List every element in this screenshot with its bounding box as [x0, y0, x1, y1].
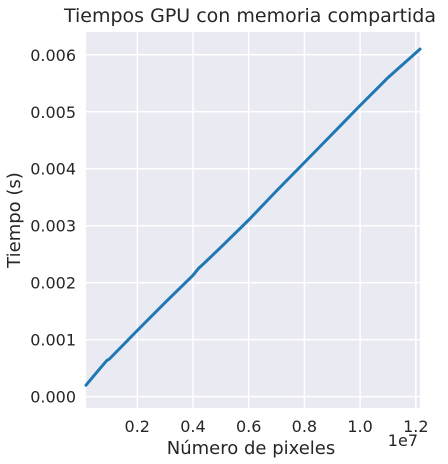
- y-tick-label: 0.000: [30, 388, 76, 407]
- x-tick-label: 0.2: [125, 417, 150, 436]
- y-tick-label: 0.005: [30, 103, 76, 122]
- y-axis: 0.000 0.001 0.002 0.003 0.004 0.005 0.006: [30, 46, 76, 407]
- y-axis-label: Tiempo (s): [4, 172, 25, 269]
- y-tick-label: 0.002: [30, 274, 76, 293]
- series-line-0: [84, 47, 422, 387]
- x-tick-label: 1.0: [347, 417, 372, 436]
- y-tick-label: 0.001: [30, 331, 76, 350]
- x-tick-label: 0.8: [292, 417, 317, 436]
- plot-area: [86, 32, 420, 408]
- x-tick-label: 0.4: [180, 417, 205, 436]
- y-tick-label: 0.006: [30, 46, 76, 65]
- x-tick-label: 0.6: [236, 417, 261, 436]
- x-tick-label: 1.2: [403, 417, 428, 436]
- x-axis: 0.2 0.4 0.6 0.8 1.0 1.2: [125, 417, 429, 436]
- series-layer: [84, 47, 422, 387]
- x-axis-offset-label: 1e7: [388, 431, 418, 450]
- y-tick-label: 0.004: [30, 160, 76, 179]
- chart-title: Tiempos GPU con memoria compartida: [63, 5, 436, 27]
- grid: [86, 32, 420, 408]
- y-tick-label: 0.003: [30, 217, 76, 236]
- x-axis-label: Número de pixeles: [167, 438, 336, 459]
